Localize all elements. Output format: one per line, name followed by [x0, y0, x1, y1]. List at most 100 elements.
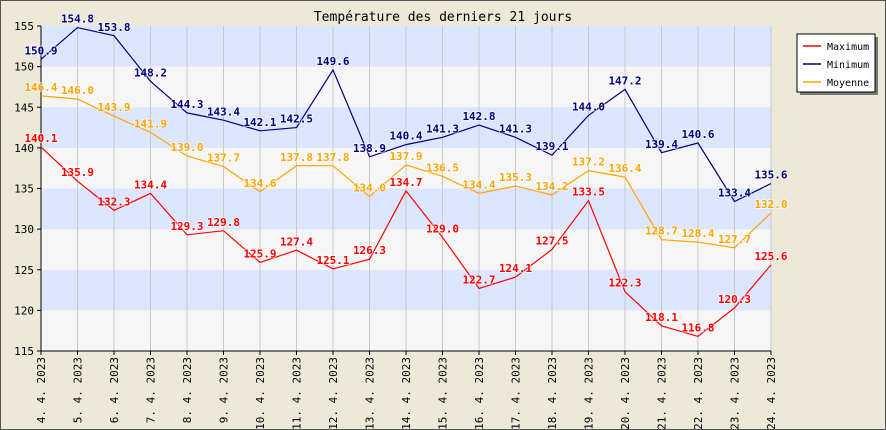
axes — [37, 26, 771, 355]
x-tick-label: 23. 4. 2023 — [729, 357, 742, 429]
data-label-minimum: 150.9 — [24, 44, 57, 57]
x-tick-label: 6. 4. 2023 — [108, 357, 121, 423]
x-tick-label: 4. 4. 2023 — [35, 357, 48, 423]
legend: Maximum Minimum Moyenne — [796, 33, 878, 95]
y-tick-label: 120 — [14, 304, 34, 317]
data-label-minimum: 147.2 — [608, 74, 641, 87]
data-label-moyenne: 137.7 — [207, 152, 240, 165]
data-label-maximum: 125.1 — [316, 254, 349, 267]
data-label-maximum: 125.9 — [243, 247, 276, 260]
data-label-minimum: 153.8 — [97, 21, 130, 34]
data-label-minimum: 144.0 — [572, 100, 605, 113]
data-label-minimum: 141.3 — [499, 122, 532, 135]
data-label-minimum: 143.4 — [207, 105, 240, 118]
x-tick-label: 20. 4. 2023 — [619, 357, 632, 429]
data-label-minimum: 133.4 — [718, 187, 751, 200]
y-tick-label: 145 — [14, 101, 34, 114]
data-label-maximum: 126.3 — [353, 244, 386, 257]
data-label-moyenne: 136.4 — [608, 162, 641, 175]
data-label-moyenne: 137.9 — [389, 150, 422, 163]
data-label-moyenne: 137.2 — [572, 156, 605, 169]
x-tick-label: 13. 4. 2023 — [364, 357, 377, 429]
x-tick-label: 16. 4. 2023 — [473, 357, 486, 429]
data-label-minimum: 139.1 — [535, 140, 568, 153]
x-axis-ticks: 4. 4. 2023 5. 4. 2023 6. 4. 2023 7. 4. 2023… — [35, 351, 778, 429]
data-label-maximum: 127.5 — [535, 234, 568, 247]
x-tick-label: 11. 4. 2023 — [291, 357, 304, 429]
data-label-moyenne: 134.6 — [243, 177, 276, 190]
y-tick-label: 155 — [14, 20, 34, 33]
data-label-minimum: 140.6 — [681, 128, 714, 141]
data-label-maximum: 116.8 — [681, 321, 714, 334]
x-tick-label: 5. 4. 2023 — [72, 357, 85, 423]
chart-title: Température des derniers 21 jours — [314, 10, 572, 25]
x-tick-label: 7. 4. 2023 — [145, 357, 158, 423]
data-label-moyenne: 136.5 — [426, 161, 459, 174]
data-label-moyenne: 141.9 — [134, 117, 167, 130]
data-label-moyenne: 134.4 — [462, 178, 495, 191]
data-label-maximum: 118.1 — [645, 311, 678, 324]
data-label-moyenne: 128.4 — [681, 227, 714, 240]
data-label-moyenne: 128.7 — [645, 225, 678, 238]
data-label-moyenne: 137.8 — [280, 151, 313, 164]
data-label-maximum: 120.3 — [718, 293, 751, 306]
x-tick-label: 14. 4. 2023 — [400, 357, 413, 429]
y-tick-label: 135 — [14, 183, 34, 196]
data-label-minimum: 140.4 — [389, 130, 422, 143]
data-label-maximum: 140.1 — [24, 132, 57, 145]
data-label-minimum: 142.8 — [462, 110, 495, 123]
x-tick-label: 8. 4. 2023 — [181, 357, 194, 423]
data-label-minimum: 154.8 — [61, 13, 94, 26]
data-label-moyenne: 134.0 — [353, 182, 386, 195]
legend-item-label: Minimum — [827, 60, 869, 71]
data-label-minimum: 139.4 — [645, 138, 678, 151]
series-lines — [40, 26, 772, 338]
data-label-minimum: 138.9 — [353, 142, 386, 155]
data-label-minimum: 142.1 — [243, 116, 276, 129]
data-label-maximum: 127.4 — [280, 235, 313, 248]
data-label-maximum: 129.0 — [426, 222, 459, 235]
data-label-moyenne: 135.3 — [499, 171, 532, 184]
y-tick-label: 140 — [14, 142, 34, 155]
data-label-minimum: 148.2 — [134, 66, 167, 79]
data-label-moyenne: 137.8 — [316, 151, 349, 164]
data-label-maximum: 133.5 — [572, 186, 605, 199]
legend-item-label: Maximum — [827, 42, 869, 53]
data-label-minimum: 144.3 — [170, 98, 203, 111]
x-tick-label: 9. 4. 2023 — [218, 357, 231, 423]
data-label-minimum: 149.6 — [316, 55, 349, 68]
y-tick-label: 125 — [14, 264, 34, 277]
data-label-moyenne: 127.7 — [718, 233, 751, 246]
data-label-moyenne: 134.2 — [535, 180, 568, 193]
data-label-minimum: 141.3 — [426, 122, 459, 135]
y-tick-label: 130 — [14, 223, 34, 236]
x-tick-label: 17. 4. 2023 — [510, 357, 523, 429]
x-tick-label: 21. 4. 2023 — [656, 357, 669, 429]
data-labels: 140.1 135.9 132.3 134.4 129.3 129.8 125.9 127.4… — [23, 12, 788, 336]
data-label-moyenne: 146.4 — [24, 81, 57, 94]
data-label-minimum: 142.5 — [280, 113, 313, 126]
data-label-moyenne: 139.0 — [170, 141, 203, 154]
data-label-moyenne: 146.0 — [61, 84, 94, 97]
data-label-maximum: 132.3 — [97, 195, 130, 208]
x-tick-label: 19. 4. 2023 — [583, 357, 596, 429]
data-label-maximum: 125.6 — [754, 250, 787, 263]
x-tick-label: 12. 4. 2023 — [327, 357, 340, 429]
data-label-minimum: 135.6 — [754, 169, 787, 182]
data-label-maximum: 135.9 — [61, 166, 94, 179]
x-tick-label: 15. 4. 2023 — [437, 357, 450, 429]
series-line-minimum — [40, 26, 772, 203]
data-label-moyenne: 132.0 — [754, 198, 787, 211]
data-label-maximum: 122.7 — [462, 273, 495, 286]
series-line-moyenne — [40, 95, 772, 249]
y-axis-ticks: 115 120 125 130 135 140 145 150 155 — [14, 20, 41, 358]
y-tick-label: 150 — [14, 61, 34, 74]
legend-item-label: Moyenne — [827, 78, 869, 89]
data-label-moyenne: 143.9 — [97, 101, 130, 114]
data-label-maximum: 124.1 — [499, 262, 532, 275]
x-tick-label: 18. 4. 2023 — [546, 357, 559, 429]
data-label-maximum: 134.4 — [134, 178, 167, 191]
data-label-maximum: 122.3 — [608, 277, 641, 290]
y-tick-label: 115 — [14, 345, 34, 358]
